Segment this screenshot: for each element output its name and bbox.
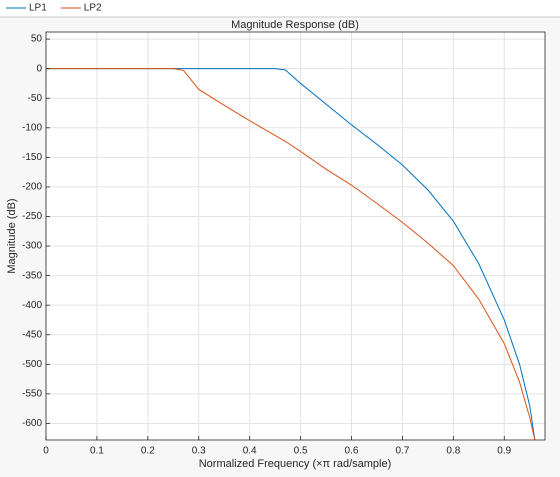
x-tick-label: 0.6 xyxy=(345,446,359,457)
y-tick-label: -600 xyxy=(22,418,42,429)
x-tick-label: 0 xyxy=(43,446,49,457)
y-axis-label: Magnitude (dB) xyxy=(6,198,18,273)
y-tick-label: -450 xyxy=(22,329,42,340)
ticks: 50 0 -50 -100 -150 -200 -250 -300 -350 -400 -450 -5… xyxy=(22,34,512,457)
series-line xyxy=(46,68,536,440)
plot-area xyxy=(46,32,545,440)
lines xyxy=(46,68,536,440)
legend-bar xyxy=(0,0,560,17)
x-tick-label: 0.1 xyxy=(90,446,104,457)
legend-label: LP2 xyxy=(84,3,102,14)
y-tick-label: -400 xyxy=(22,300,42,311)
y-tick-label: -350 xyxy=(22,270,42,281)
y-tick-label: 0 xyxy=(36,63,42,74)
y-tick-label: -100 xyxy=(22,122,42,133)
y-tick-label: -200 xyxy=(22,182,42,193)
x-tick-label: 0.5 xyxy=(294,446,308,457)
x-tick-label: 0.9 xyxy=(497,446,511,457)
y-tick-label: -50 xyxy=(28,93,43,104)
grid xyxy=(45,32,545,440)
x-tick-label: 0.3 xyxy=(192,446,206,457)
y-tick-label: -300 xyxy=(22,241,42,252)
y-tick-label: -500 xyxy=(22,359,42,370)
x-tick-label: 0.7 xyxy=(395,446,409,457)
y-tick-label: -150 xyxy=(22,152,42,163)
y-tick-label: -550 xyxy=(22,389,42,400)
legend-label: LP1 xyxy=(29,3,47,14)
y-tick-label: 50 xyxy=(31,34,43,45)
x-axis-label: Normalized Frequency (×π rad/sample) xyxy=(199,458,392,470)
x-tick-label: 0.4 xyxy=(243,446,257,457)
y-tick-label: -250 xyxy=(22,211,42,222)
x-tick-label: 0.2 xyxy=(141,446,155,457)
x-tick-label: 0.8 xyxy=(446,446,460,457)
axes-box xyxy=(45,31,546,441)
chart-title: Magnitude Response (dB) xyxy=(231,19,359,31)
series-line xyxy=(46,68,536,440)
legend: LP1 LP2 xyxy=(6,3,102,14)
